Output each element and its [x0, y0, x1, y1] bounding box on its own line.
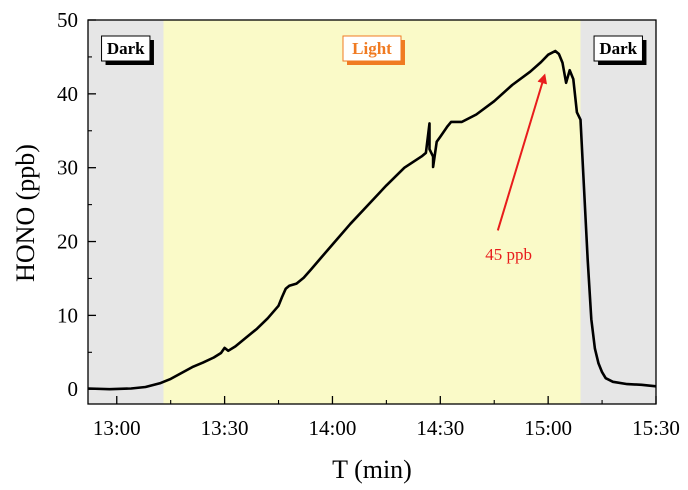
y-tick-label: 10 — [57, 303, 78, 327]
annotation-label: 45 ppb — [485, 245, 532, 264]
region-label-dark: Dark — [107, 39, 145, 58]
x-tick-label: 13:30 — [201, 416, 249, 440]
region-label-light: Light — [352, 39, 392, 58]
y-tick-label: 50 — [57, 8, 78, 32]
y-tick-label: 0 — [68, 377, 79, 401]
x-tick-label: 14:00 — [309, 416, 357, 440]
region-band-0 — [88, 20, 164, 404]
y-tick-label: 40 — [57, 82, 78, 106]
region-labels: Dark Light Dark — [101, 35, 647, 65]
y-tick-label: 30 — [57, 156, 78, 180]
x-tick-label: 13:00 — [93, 416, 141, 440]
region-label-dark: Dark — [599, 39, 637, 58]
region-label-box — [593, 35, 643, 62]
annotation-layer: 45 ppb — [485, 73, 548, 264]
x-axis-title: T (min) — [332, 455, 412, 484]
series-line-0 — [87, 49, 657, 391]
y-tick-label: 20 — [57, 230, 78, 254]
plot-frame — [87, 19, 657, 405]
series-layer — [87, 49, 657, 391]
region-label-box — [101, 35, 151, 62]
region-band-1 — [163, 20, 581, 404]
y-axis-title: HONO (ppb) — [11, 144, 40, 282]
annotation-arrow — [496, 73, 548, 231]
region-label-box — [342, 35, 402, 62]
shaded-regions — [88, 20, 656, 404]
axes: 13:00 13:30 14:00 14:30 15:00 15:30 0 10 20 30 40 5… — [57, 8, 680, 440]
x-tick-label: 15:30 — [632, 416, 680, 440]
x-tick-label: 15:00 — [524, 416, 572, 440]
x-tick-label: 14:30 — [416, 416, 464, 440]
region-band-2 — [580, 20, 656, 404]
